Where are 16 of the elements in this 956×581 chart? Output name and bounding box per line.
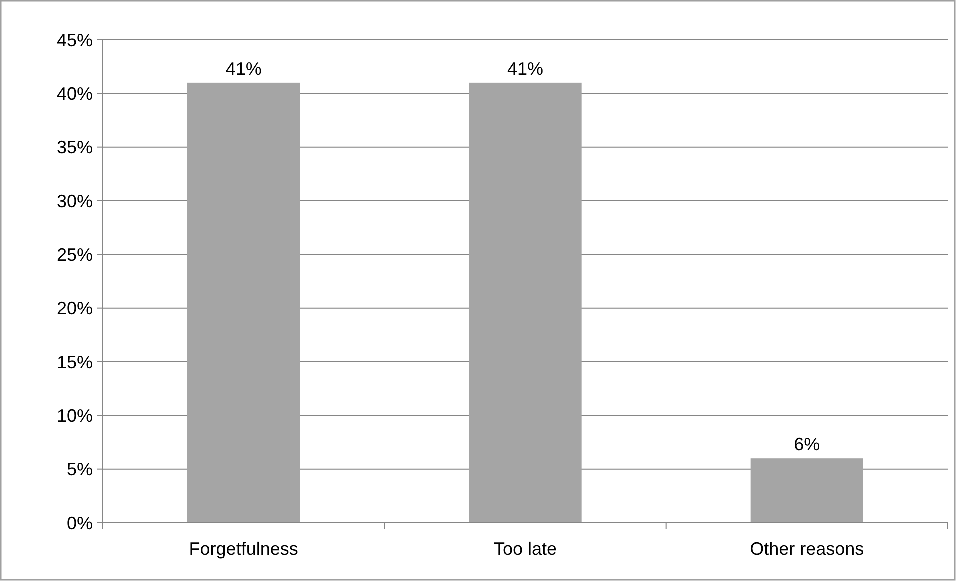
y-tick-label: 5%: [66, 460, 93, 480]
y-tick-label: 10%: [56, 406, 93, 426]
x-tick-label: Other reasons: [750, 539, 864, 559]
y-tick-label: 40%: [56, 84, 93, 104]
y-tick-label: 20%: [56, 298, 93, 319]
y-tick-label: 0%: [66, 513, 93, 534]
data-label: 6%: [794, 434, 820, 455]
y-tick-label: 25%: [56, 244, 93, 265]
y-tick-label: 45%: [56, 30, 93, 50]
y-tick-label: 30%: [56, 191, 93, 212]
x-tick-label: Forgetfulness: [189, 539, 298, 559]
data-label: 41%: [507, 58, 544, 79]
data-label: 41%: [226, 58, 262, 79]
x-tick-label: Too late: [494, 539, 558, 559]
y-tick-label: 15%: [56, 352, 93, 372]
y-tick-label: 35%: [56, 138, 93, 158]
